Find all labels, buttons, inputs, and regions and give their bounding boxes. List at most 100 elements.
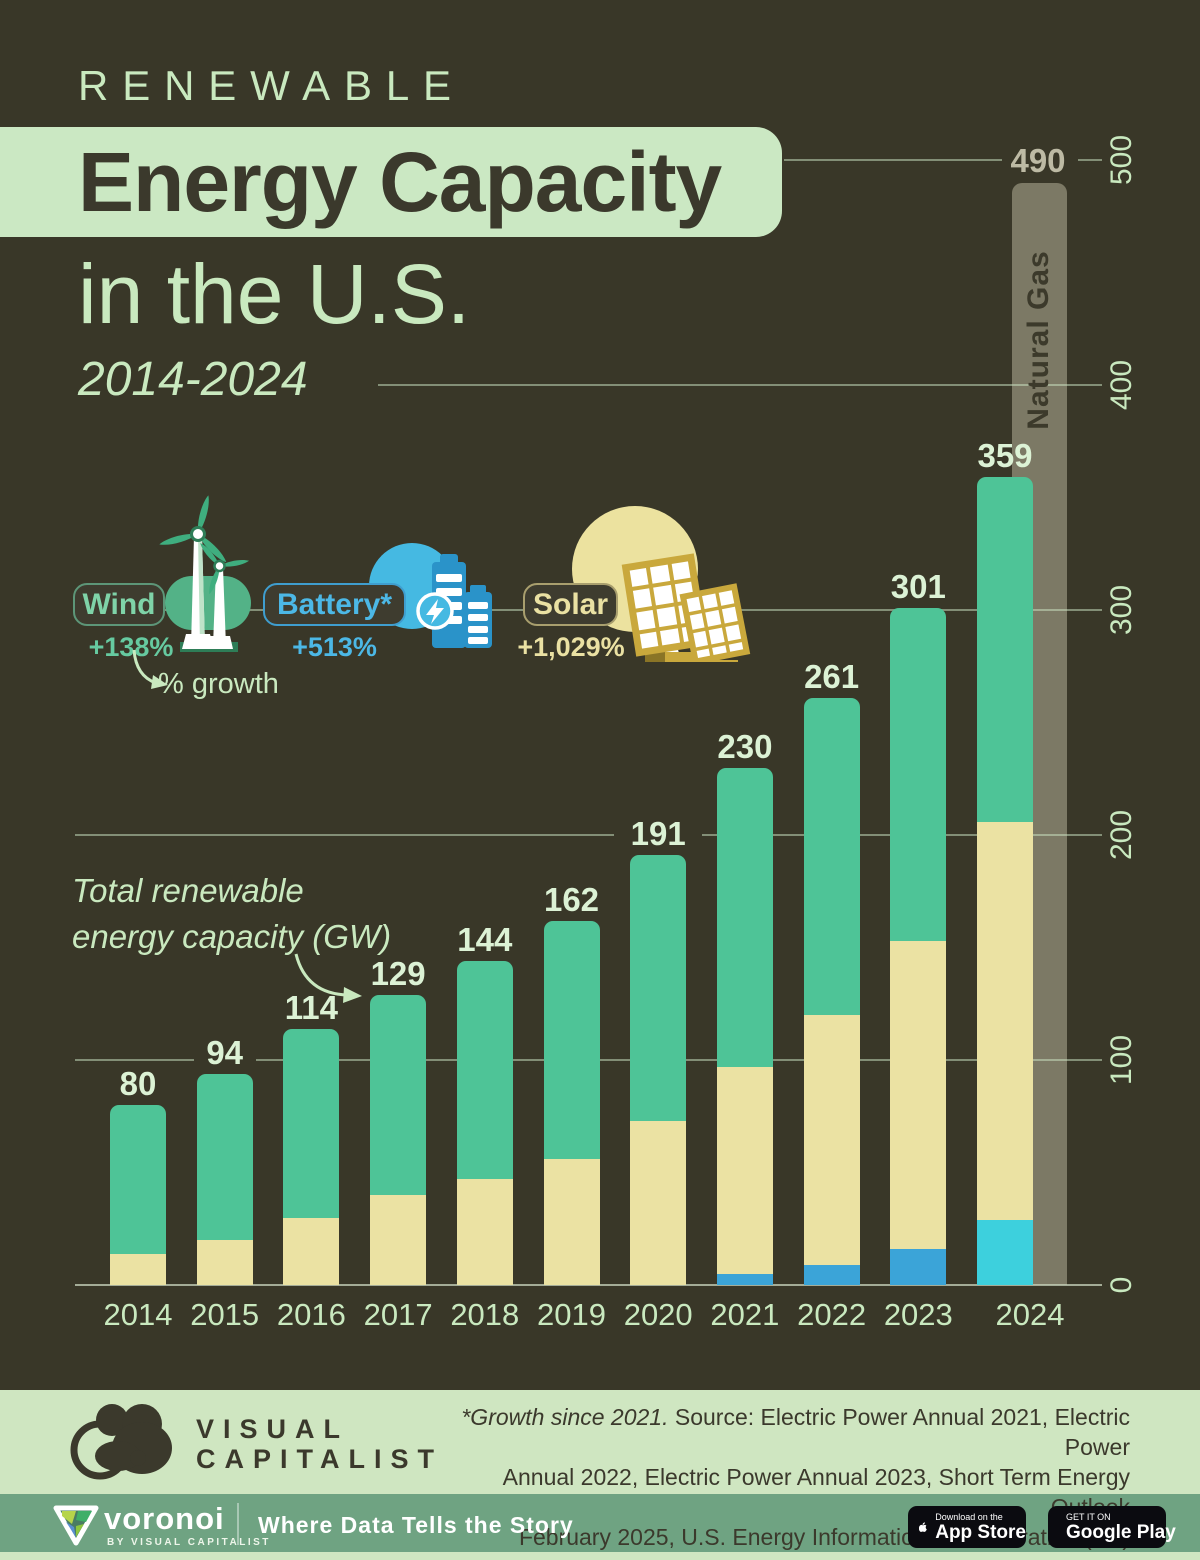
y-axis-label-500: 500: [1105, 134, 1138, 186]
bar-segment-solar-2021: [716, 1066, 773, 1274]
bar-segment-solar-2015: [196, 1240, 253, 1285]
bar-segment-solar-2019: [543, 1159, 600, 1285]
google-play-badge-bottom-text: Google Play: [1066, 1521, 1176, 1543]
x-axis-label-2022: 2022: [797, 1297, 867, 1332]
app-store-badge-top-text: Download on the: [935, 1511, 1003, 1522]
bar-segment-wind-2022: [803, 697, 860, 1016]
y-axis-label-200: 200: [1105, 809, 1138, 861]
bar-segment-battery-2024: [977, 1219, 1033, 1286]
gridline-100: [75, 1059, 194, 1061]
bar-segment-solar-2020: [630, 1120, 687, 1286]
legend-label-battery: Battery*: [276, 587, 393, 621]
visual-capitalist-wordmark: VISUAL CAPITALIST: [196, 1414, 443, 1474]
bar-segment-wind-2014: [110, 1105, 166, 1254]
app-store-badge[interactable]: Download on the App Store: [908, 1506, 1026, 1548]
growth-note: % growth: [158, 668, 279, 700]
bar-segment-battery-2022: [803, 1264, 860, 1286]
vc-word-capitalist: CAPITALIST: [196, 1444, 443, 1474]
vc-word-visual: VISUAL: [196, 1414, 350, 1444]
bar-value-2014: 80: [119, 1065, 157, 1102]
title-kicker: RENEWABLE: [78, 62, 465, 109]
footer-bottom-strip: [0, 1552, 1200, 1560]
legend-label-solar: Solar: [532, 587, 609, 621]
wind-turbine-icon: [159, 495, 251, 652]
x-axis-label-2017: 2017: [363, 1297, 433, 1332]
bar-value-2022: 261: [804, 657, 860, 695]
bar-segment-wind-2018: [456, 961, 513, 1180]
bar-value-2018: 144: [457, 921, 513, 958]
voronoi-wordmark: voronoi: [104, 1501, 225, 1536]
title-subtitle: 2014-2024: [78, 353, 308, 406]
bar-value-2017: 129: [370, 954, 426, 992]
bar-segment-wind-2023: [890, 607, 947, 941]
legend-chip-battery: Battery*: [263, 583, 406, 626]
gridline-500: [784, 159, 1002, 161]
legend-chip-solar: Solar: [523, 583, 618, 626]
annotation-line2: energy capacity (GW): [72, 918, 392, 955]
bar-segment-wind-2024: [977, 477, 1033, 822]
source-note: *Growth since 2021. Source: Electric Pow…: [430, 1402, 1130, 1552]
legend-growth-solar: +1,029%: [517, 632, 625, 662]
x-axis-label-2023: 2023: [883, 1297, 953, 1332]
y-axis-label-300: 300: [1105, 584, 1138, 636]
gridline-400: [378, 384, 1102, 386]
legend-growth-wind: +138%: [88, 632, 174, 662]
bar-segment-battery-2023: [890, 1249, 947, 1285]
page-title: Energy Capacity: [78, 134, 722, 229]
app-store-badge-bottom-text: App Store: [935, 1521, 1026, 1543]
bar-value-2019: 162: [543, 880, 600, 918]
x-axis-label-2019: 2019: [537, 1297, 606, 1332]
x-axis-label-2021: 2021: [710, 1297, 780, 1332]
bar-value-2021: 230: [717, 727, 773, 765]
annotation-arrow-icon: [294, 953, 362, 1003]
title-highlight-box: Energy Capacity: [0, 127, 782, 237]
x-axis-label-2024: 2024: [995, 1297, 1065, 1332]
title-line2: in the U.S.: [78, 247, 471, 341]
bar-segment-solar-2017: [370, 1195, 427, 1285]
voronoi-logo-icon: [53, 1505, 99, 1546]
legend-label-wind: Wind: [82, 587, 156, 621]
bar-segment-wind-2020: [630, 855, 687, 1121]
growth-note-arrow-icon: [132, 649, 168, 689]
bar-segment-solar-2024: [977, 821, 1033, 1220]
source-line1-rest: Source: Electric Power Annual 2021, Elec…: [668, 1404, 1130, 1460]
apple-icon: [919, 1522, 927, 1532]
voronoi-byline: BY VISUAL CAPITALIST: [107, 1537, 271, 1548]
y-axis-label-0: 0: [1105, 1276, 1138, 1294]
legend-growth-battery: +513%: [292, 632, 377, 662]
bar-segment-solar-2022: [803, 1015, 860, 1265]
bar-segment-battery-2021: [716, 1273, 773, 1286]
visual-capitalist-logo-icon: [70, 1404, 172, 1480]
bar-value-2015: 94: [206, 1033, 244, 1071]
bar-segment-solar-2014: [110, 1253, 166, 1285]
bar-segment-wind-2015: [196, 1073, 253, 1240]
google-play-badge[interactable]: GET IT ON Google Play: [1048, 1506, 1176, 1548]
bar-segment-solar-2018: [456, 1179, 513, 1286]
source-line-1: *Growth since 2021. Source: Electric Pow…: [430, 1402, 1130, 1462]
source-line-3: February 2025, U.S. Energy Information A…: [518, 1524, 1130, 1550]
bar-value-2023: 301: [890, 567, 946, 605]
bar-segment-wind-2021: [716, 767, 773, 1067]
x-axis-label-2016: 2016: [276, 1297, 346, 1332]
gridline-200: [75, 834, 614, 836]
footer-divider: [237, 1503, 239, 1545]
y-axis-label-100: 100: [1105, 1034, 1138, 1086]
gridline-0: [75, 1284, 1102, 1286]
source-growth-note: *Growth since 2021.: [461, 1404, 669, 1430]
bar-value-2020: 191: [630, 815, 686, 853]
gridline-500: [1078, 159, 1102, 161]
x-axis-label-2018: 2018: [450, 1297, 520, 1332]
voronoi-tagline: Where Data Tells the Story: [258, 1512, 574, 1538]
annotation-line1: Total renewable: [72, 872, 304, 909]
bar-segment-solar-2023: [890, 940, 947, 1250]
bar-value-2016: 114: [284, 988, 339, 1026]
natural-gas-value-label: 490: [1010, 142, 1066, 179]
footer-source-band: [0, 1390, 1200, 1494]
bar-segment-solar-2016: [283, 1217, 340, 1285]
legend-chip-wind: Wind: [73, 583, 165, 626]
bar-segment-wind-2016: [283, 1028, 340, 1218]
bar-value-2024: 359: [977, 437, 1033, 475]
y-axis-label-400: 400: [1105, 359, 1138, 411]
